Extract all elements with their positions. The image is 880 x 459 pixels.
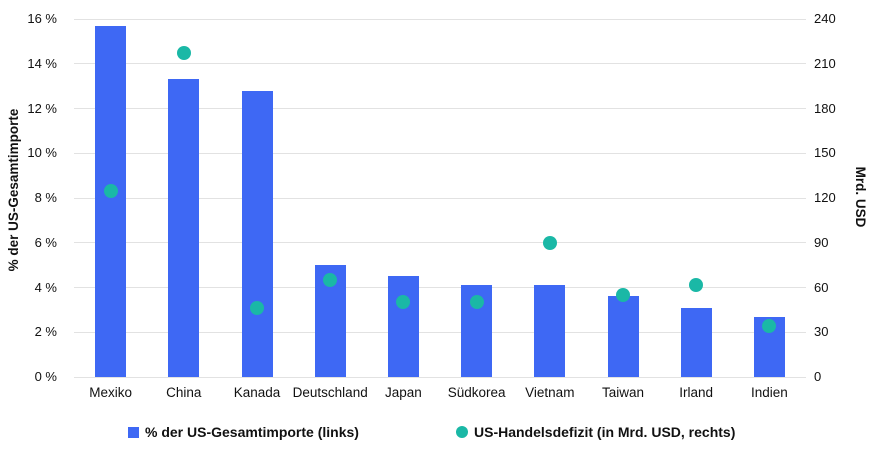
dot-Taiwan — [616, 287, 630, 302]
dot-Vietnam — [542, 235, 557, 250]
bar-Irland — [680, 307, 712, 377]
dot-Indien — [762, 319, 777, 334]
dot-Kanada — [250, 301, 264, 316]
category-label-Vietnam: Vietnam — [525, 385, 575, 400]
right-axis-tick-label: 90 — [814, 234, 829, 250]
bar-series-swatch-icon — [128, 426, 139, 438]
dot-China — [176, 46, 191, 61]
left-axis-tick-label: 6 % — [34, 234, 57, 250]
category-label-Mexiko: Mexiko — [89, 385, 132, 400]
category-label-Kanada: Kanada — [233, 385, 281, 400]
right-axis-tick-label: 30 — [814, 324, 829, 340]
gridline — [74, 287, 806, 288]
category-label-Japan: Japan — [384, 385, 422, 400]
bar-Japan — [387, 276, 419, 377]
left-axis-tick-label: 0 % — [34, 369, 57, 384]
right-axis-tick-label: 60 — [814, 279, 829, 295]
dot-Deutschland — [323, 273, 338, 288]
right-axis-tick-label: 0 — [814, 369, 822, 384]
gridline — [74, 108, 806, 109]
bar-China — [168, 79, 200, 377]
bar-Mexiko — [95, 25, 127, 377]
left-axis-tick-label: 2 % — [34, 324, 57, 340]
gridline — [74, 63, 806, 65]
category-label-Taiwan: Taiwan — [601, 385, 645, 400]
bar-Kanada — [241, 90, 273, 377]
gridline — [74, 376, 806, 378]
left-axis-tick-label: 4 % — [34, 279, 57, 295]
bar-Taiwan — [607, 296, 639, 377]
category-label-China: China — [166, 385, 202, 400]
left-axis-tick-label: 8 % — [34, 190, 57, 205]
gridline — [74, 331, 806, 333]
legend-label-trade-deficit: US-Handelsdefizit (in Mrd. USD, rechts) — [474, 424, 736, 440]
category-label-Deutschland: Deutschland — [292, 385, 368, 400]
left-axis-tick-label: 10 % — [27, 145, 57, 161]
right-axis-tick-label: 120 — [814, 190, 836, 205]
dot-series-swatch-icon — [456, 426, 468, 438]
gridline — [74, 152, 806, 154]
legend-label-import-share: % der US-Gesamtimporte (links) — [145, 424, 359, 440]
right-axis-tick-label: 210 — [814, 55, 836, 71]
dot-Irland — [689, 277, 704, 292]
gridline — [74, 197, 806, 199]
right-axis-tick-label: 240 — [814, 11, 836, 26]
category-label-Indien: Indien — [750, 385, 788, 400]
dot-Japan — [396, 295, 411, 310]
bar-Vietnam — [534, 285, 566, 377]
legend-item-import-share: % der US-Gesamtimporte (links) — [128, 424, 359, 440]
legend: % der US-Gesamtimporte (links) US-Handel… — [0, 424, 880, 446]
gridline — [74, 18, 806, 20]
dot-Mexiko — [103, 183, 118, 198]
gridline — [74, 242, 806, 244]
left-axis-tick-label: 16 % — [27, 11, 57, 26]
left-axis-tick-label: 14 % — [27, 55, 57, 71]
left-axis-tick-label: 12 % — [27, 100, 57, 116]
right-axis-tick-label: 150 — [814, 145, 836, 161]
legend-item-trade-deficit: US-Handelsdefizit (in Mrd. USD, rechts) — [456, 424, 735, 440]
right-axis-tick-label: 180 — [814, 100, 836, 116]
category-label-Südkorea: Südkorea — [447, 385, 506, 400]
dot-Südkorea — [469, 295, 484, 310]
category-label-Irland: Irland — [679, 385, 714, 400]
